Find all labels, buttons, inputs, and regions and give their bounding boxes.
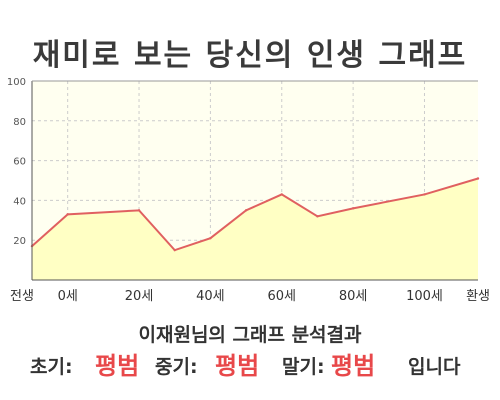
- data-point: [173, 248, 176, 252]
- y-tick-label: 80: [13, 117, 26, 128]
- data-point: [280, 193, 283, 196]
- life-graph-chart: 20 40 60 80 100 전생 0세 20세 40세 60세 80세 100세 환생: [7, 77, 490, 304]
- x-tick-label: 환생: [466, 289, 490, 304]
- data-point: [137, 209, 141, 212]
- mid-label: 중기:: [155, 356, 198, 378]
- x-tick-label: 40세: [196, 289, 225, 304]
- early-value: 평범: [95, 352, 140, 380]
- x-tick-label: 전생: [10, 289, 34, 304]
- late-label: 말기:: [282, 356, 325, 378]
- y-tick-label: 100: [7, 77, 26, 88]
- x-tick-label: 0세: [58, 289, 78, 304]
- data-point: [209, 237, 212, 240]
- late-value: 평범: [331, 352, 376, 380]
- data-point: [316, 215, 319, 218]
- series-area: [32, 178, 478, 280]
- data-point: [476, 177, 480, 180]
- x-tick-label: 20세: [125, 289, 154, 304]
- early-label: 초기:: [30, 356, 73, 378]
- y-tick-label: 20: [13, 236, 26, 247]
- suffix-text: 입니다: [408, 356, 461, 378]
- data-point: [66, 213, 69, 216]
- analysis-caption: 이재원님의 그래프 분석결과: [138, 324, 362, 346]
- x-tick-label: 80세: [339, 289, 368, 304]
- y-tick-label: 60: [13, 157, 26, 168]
- x-tick-label: 60세: [268, 289, 297, 304]
- y-tick-label: 40: [13, 196, 26, 207]
- x-tick-label: 100세: [406, 289, 443, 304]
- data-point: [351, 207, 355, 210]
- data-point: [423, 193, 426, 196]
- mid-value: 평범: [215, 352, 260, 380]
- data-point: [244, 209, 248, 212]
- chart-title: 재미로 보는 당신의 인생 그래프: [32, 38, 468, 73]
